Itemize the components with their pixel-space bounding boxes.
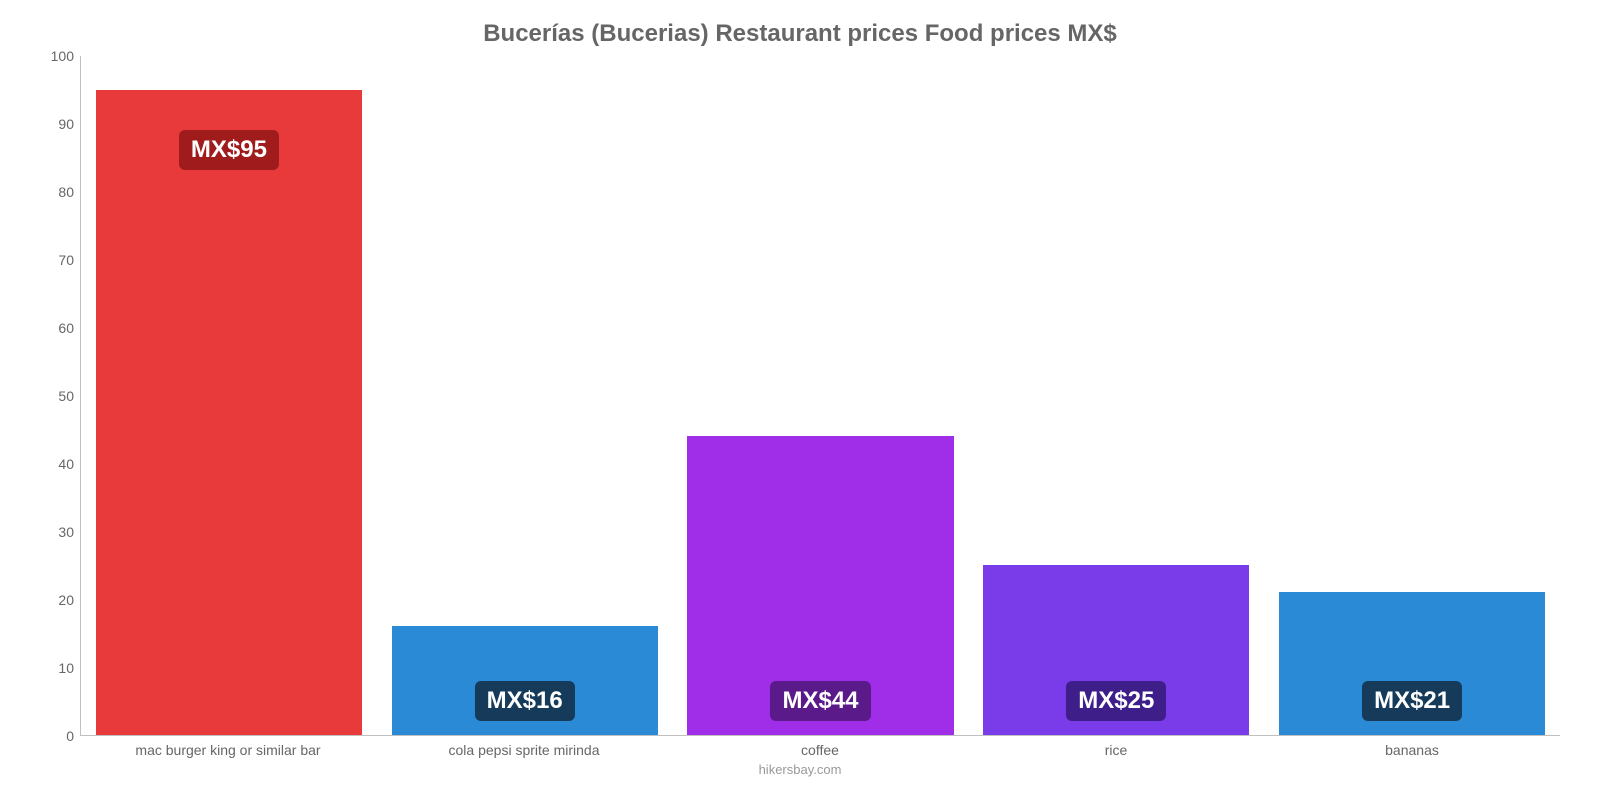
- plot-row: 0102030405060708090100 MX$95MX$16MX$44MX…: [40, 56, 1560, 736]
- y-tick: 20: [40, 592, 74, 608]
- y-tick: 0: [40, 728, 74, 744]
- y-axis: 0102030405060708090100: [40, 56, 80, 736]
- y-tick: 10: [40, 660, 74, 676]
- x-tick: mac burger king or similar bar: [80, 742, 376, 758]
- x-tick: bananas: [1264, 742, 1560, 758]
- y-tick: 90: [40, 116, 74, 132]
- bar: MX$44: [687, 436, 953, 735]
- bar-value-label: MX$21: [1362, 681, 1462, 721]
- plot-area: MX$95 MX$16 MX$44 MX$25 MX$21: [80, 56, 1560, 736]
- x-axis: mac burger king or similar barcola pepsi…: [80, 742, 1560, 758]
- y-tick: 70: [40, 252, 74, 268]
- chart-container: Bucerías (Bucerias) Restaurant prices Fo…: [0, 0, 1600, 800]
- bar: MX$16: [392, 626, 658, 735]
- x-tick: coffee: [672, 742, 968, 758]
- y-tick: 60: [40, 320, 74, 336]
- x-tick: rice: [968, 742, 1264, 758]
- y-tick: 80: [40, 184, 74, 200]
- bar-value-label: MX$44: [770, 681, 870, 721]
- bar: MX$95: [96, 90, 362, 735]
- y-tick: 30: [40, 524, 74, 540]
- bar-value-label: MX$95: [179, 130, 279, 170]
- y-tick: 50: [40, 388, 74, 404]
- bar-value-label: MX$25: [1066, 681, 1166, 721]
- bar-value-label: MX$16: [475, 681, 575, 721]
- chart-title: Bucerías (Bucerias) Restaurant prices Fo…: [40, 20, 1560, 48]
- chart-footer: hikersbay.com: [40, 762, 1560, 777]
- y-tick: 40: [40, 456, 74, 472]
- y-tick: 100: [40, 48, 74, 64]
- bar: MX$25: [983, 565, 1249, 735]
- bar: MX$21: [1279, 592, 1545, 735]
- x-tick: cola pepsi sprite mirinda: [376, 742, 672, 758]
